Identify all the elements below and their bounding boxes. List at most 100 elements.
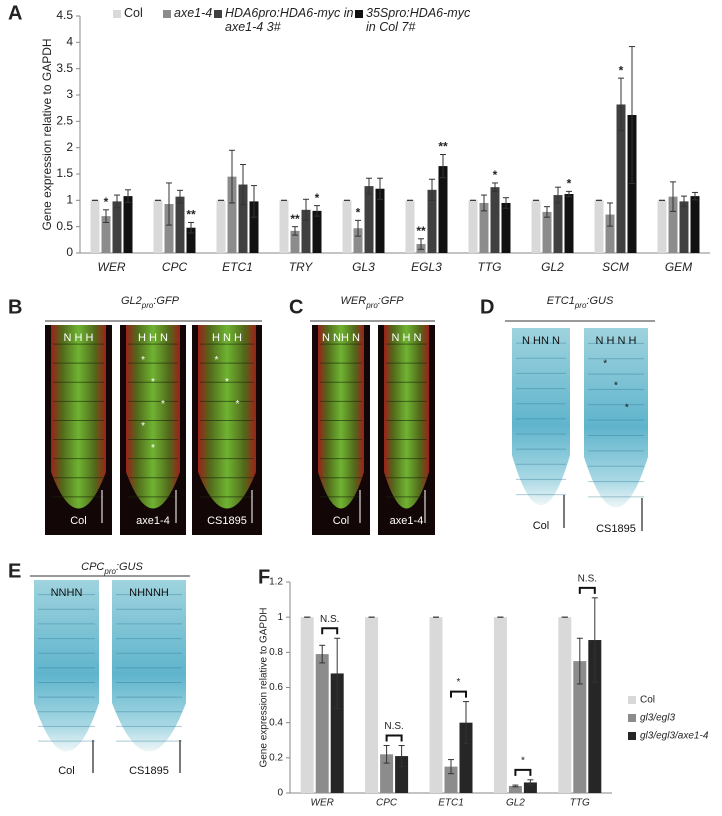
bar (249, 201, 259, 253)
genotype-label: Col (333, 515, 350, 527)
legend-label: gl3/egl3/axe1-4 (640, 731, 709, 742)
x-tick-label: GL2 (541, 260, 564, 274)
cell-file-labels: N H H (64, 332, 94, 344)
error-bar (463, 701, 469, 745)
root-outline (318, 325, 364, 509)
legend-swatch (628, 732, 636, 740)
bar (164, 204, 174, 253)
bar (153, 200, 163, 253)
y-tick-label: 4 (66, 35, 73, 49)
error-bar (629, 46, 635, 184)
title-part: :GUS (116, 561, 144, 573)
bar (427, 189, 437, 253)
root-outline (51, 325, 106, 509)
error-bar (481, 194, 487, 212)
bar (380, 754, 394, 793)
bar (553, 195, 563, 253)
significance: * (104, 195, 109, 209)
panel-letter: E (8, 560, 21, 582)
panel-letter: B (8, 296, 22, 318)
error-bar (555, 186, 561, 204)
error-bar (618, 77, 624, 132)
bar (679, 201, 689, 253)
y-tick-label: 3.5 (56, 61, 73, 75)
cell-file-labels: N H N (392, 332, 422, 344)
error-bar (125, 189, 131, 203)
error-bar (377, 177, 383, 200)
y-tick-label: 1.2 (269, 577, 283, 588)
bar (342, 200, 352, 253)
legend-entry: Col (124, 6, 143, 20)
genotype-label: Col (70, 515, 87, 527)
title-part: pro (365, 301, 378, 310)
error-bar (607, 202, 613, 227)
legend-swatch (628, 696, 636, 704)
bar (690, 196, 700, 253)
significance: ** (438, 140, 448, 154)
bar (301, 209, 311, 253)
legend-entry: HDA6pro:HDA6-myc in axe1-4 3# (225, 6, 354, 34)
bar (315, 654, 329, 793)
genotype-label: CS1895 (207, 515, 247, 527)
significance: * (315, 191, 320, 205)
error-bar (398, 745, 405, 768)
legend-label: gl3/egl3 (640, 713, 675, 724)
y-tick-label: 4.5 (56, 8, 73, 22)
title-part: :GUS (586, 295, 614, 307)
bar (588, 640, 602, 793)
bar (459, 722, 473, 793)
y-tick-label: 1 (277, 612, 283, 623)
y-tick-label: 0.8 (269, 647, 283, 658)
cell-file-labels: H N H (212, 332, 242, 344)
legend-label: Col (124, 6, 143, 20)
x-tick-label: TTG (570, 798, 590, 809)
title-part: CPC (81, 561, 104, 573)
legend-label: HDA6pro:HDA6-myc in axe1-4 3# (225, 6, 354, 34)
error-bar (251, 185, 257, 218)
bar (90, 200, 100, 253)
bar (112, 201, 122, 253)
legend-entry: 35Spro:HDA6-myc in Col 7# (366, 6, 470, 34)
y-axis-label: Gene expression relative to GAPDH (259, 607, 270, 767)
bar (605, 214, 615, 253)
x-tick-label: ETC1 (438, 798, 464, 809)
title-part: pro (141, 301, 154, 310)
cell-marker: * (151, 443, 155, 454)
bar (300, 617, 314, 793)
bar (123, 196, 133, 253)
cell-file-labels: N NH N (322, 332, 360, 344)
error-bar (448, 759, 454, 775)
bar (405, 200, 415, 253)
error-bar (440, 154, 446, 179)
error-bar (492, 182, 498, 192)
y-tick-label: 2.5 (56, 114, 73, 128)
title-part: pro (103, 567, 116, 576)
legend-swatch (214, 10, 222, 18)
bar (616, 104, 626, 253)
bar (364, 186, 374, 253)
comparison-label: * (521, 755, 525, 766)
cell-marker: * (603, 358, 607, 369)
bracket (385, 734, 403, 742)
root-outline (126, 325, 180, 509)
x-tick-label: SCM (602, 260, 629, 274)
root-image (112, 580, 186, 752)
legend-entry: axe1-4 (174, 6, 212, 20)
genotype-label: Col (58, 765, 75, 777)
panel-title: ETC1pro:GUS (547, 295, 614, 310)
error-bar (114, 194, 120, 209)
bar (444, 766, 458, 793)
x-tick-label: EGL3 (411, 260, 442, 274)
cell-marker: * (625, 402, 629, 413)
panel-title: WERpro:GFP (341, 295, 405, 310)
x-tick-label: TTG (478, 260, 502, 274)
bracket (450, 690, 467, 698)
genotype-label: CS1895 (596, 523, 636, 535)
comparison-label: N.S. (578, 573, 597, 584)
cell-marker: * (236, 399, 240, 410)
y-axis-label: Gene expression relative to GAPDH (40, 38, 54, 230)
error-bar (670, 181, 676, 212)
y-tick-label: 1.5 (56, 166, 73, 180)
cell-file-labels: NNHN (51, 587, 83, 599)
